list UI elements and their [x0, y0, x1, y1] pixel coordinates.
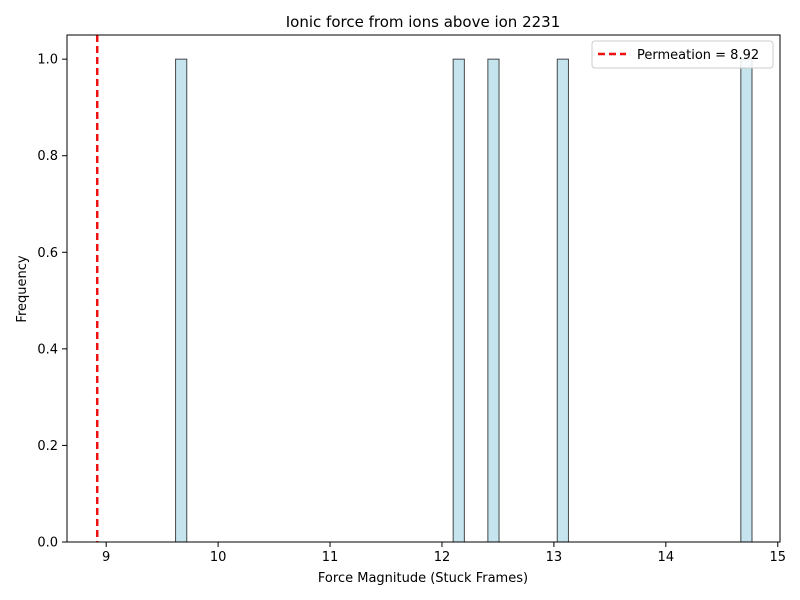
- histogram-bar-2: [452, 58, 465, 543]
- x-axis-label: Force Magnitude (Stuck Frames): [318, 571, 528, 586]
- y-tick-label: 0.2: [37, 439, 58, 454]
- x-tick-label: 12: [434, 550, 451, 565]
- x-tick-label: 13: [546, 550, 563, 565]
- legend-box: [591, 40, 774, 69]
- y-tick-label: 0.6: [37, 246, 58, 261]
- legend: Permeation = 8.92: [591, 40, 774, 69]
- y-tick-label: 0.0: [37, 536, 58, 551]
- x-tick-label: 10: [210, 550, 227, 565]
- histogram-bar-3: [487, 58, 500, 543]
- x-tick-label: 14: [658, 550, 675, 565]
- legend-label-permeation: Permeation = 8.92: [637, 48, 759, 63]
- histogram-bar-1: [175, 58, 188, 543]
- plot-frame: [66, 34, 781, 543]
- histogram-bar-5: [740, 58, 753, 543]
- x-axis-ticks: 9 10 11 12 13 14 15: [102, 542, 786, 565]
- chart-title: Ionic force from ions above ion 2231: [286, 13, 561, 31]
- y-axis-label: Frequency: [15, 255, 30, 322]
- x-tick-label: 15: [769, 550, 786, 565]
- y-tick-label: 1.0: [37, 53, 58, 68]
- x-tick-label: 9: [102, 550, 110, 565]
- y-axis-ticks: 0.0 0.2 0.4 0.6 0.8 1.0: [37, 53, 67, 551]
- x-tick-label: 11: [322, 550, 339, 565]
- histogram-bars: [175, 58, 753, 543]
- histogram-bar-4: [556, 58, 569, 543]
- y-tick-label: 0.8: [37, 149, 58, 164]
- y-tick-label: 0.4: [37, 342, 58, 357]
